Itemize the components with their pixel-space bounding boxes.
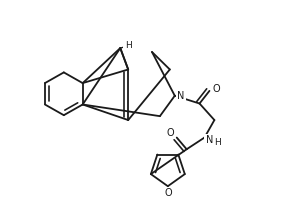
Text: O: O (166, 128, 174, 138)
Text: O: O (213, 84, 220, 94)
Text: H: H (125, 41, 132, 50)
Text: H: H (214, 138, 221, 147)
Text: N: N (206, 135, 213, 145)
Text: O: O (164, 188, 172, 198)
Text: N: N (177, 91, 184, 101)
